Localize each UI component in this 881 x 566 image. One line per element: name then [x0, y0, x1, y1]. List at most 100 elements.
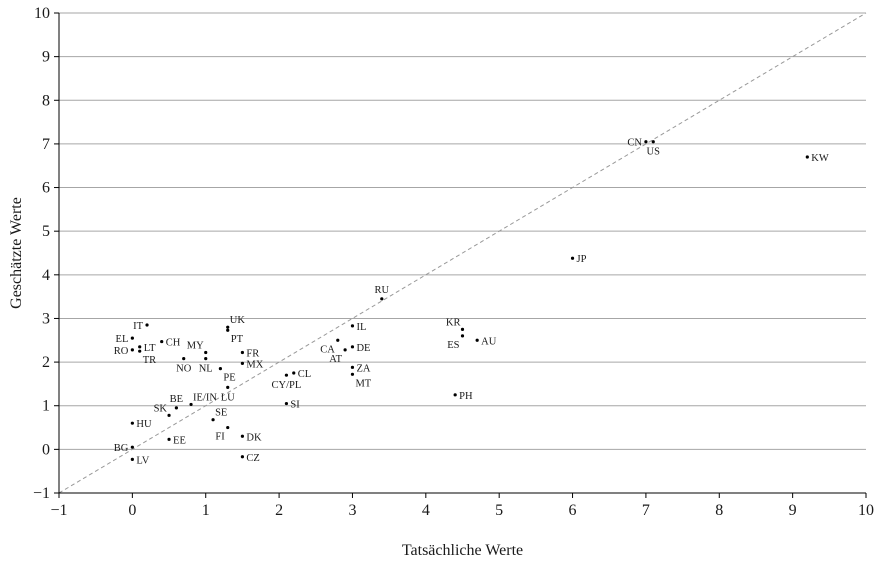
data-point: [167, 413, 171, 417]
data-point: [160, 339, 164, 344]
point-label: SK: [154, 403, 168, 414]
data-point: [475, 338, 479, 342]
point-label: MY: [187, 340, 204, 351]
point-label: AT: [329, 354, 342, 365]
point-label: JP: [577, 254, 587, 265]
point-label: KW: [811, 153, 829, 164]
x-axis-title: Tatsächliche Werte: [402, 542, 523, 559]
data-point: [138, 349, 142, 353]
data-point: [651, 140, 655, 144]
x-tick-label: 4: [422, 502, 430, 519]
y-tick-label: 4: [42, 267, 50, 284]
point-label: MT: [355, 378, 371, 389]
data-point: [211, 418, 215, 422]
data-point: [226, 385, 230, 389]
data-point: [130, 445, 134, 449]
point-label: ZA: [356, 363, 370, 374]
y-tick-label: 0: [42, 441, 50, 458]
data-point: [240, 350, 245, 355]
x-tick-label: 8: [715, 502, 723, 519]
data-point: [130, 421, 134, 425]
data-point: [204, 357, 208, 361]
point-label: SI: [290, 400, 300, 411]
x-tick-label: 5: [495, 502, 503, 519]
point-label: RO: [114, 346, 129, 357]
point-label: IL: [356, 322, 366, 333]
y-tick-label: 6: [42, 180, 50, 197]
x-tick-label: 6: [569, 502, 577, 519]
data-point: [350, 324, 355, 328]
y-tick-label: 5: [42, 223, 50, 240]
data-point: [284, 401, 289, 406]
data-point: [138, 345, 142, 349]
point-label: DK: [246, 432, 262, 443]
data-point: [204, 350, 208, 355]
data-point: [189, 402, 193, 407]
x-tick-label: 10: [858, 502, 874, 519]
data-point: [380, 297, 384, 301]
point-label: PE: [223, 373, 235, 384]
data-point: [174, 406, 178, 410]
data-point: [292, 371, 296, 375]
y-tick-label: 10: [34, 5, 50, 22]
data-point: [460, 334, 465, 338]
point-label: CN: [627, 138, 642, 149]
data-point: [226, 425, 230, 430]
point-label: BG: [114, 443, 129, 454]
data-point: [644, 140, 648, 144]
point-label: TR: [143, 355, 156, 366]
point-label: PH: [459, 391, 473, 402]
point-label: DE: [356, 343, 370, 354]
point-label: EE: [173, 435, 186, 446]
x-tick-label: −1: [50, 502, 67, 519]
data-point: [130, 348, 134, 352]
data-point: [182, 357, 186, 361]
data-point: [240, 434, 245, 438]
x-tick-label: 2: [275, 502, 283, 519]
data-point: [453, 393, 457, 397]
x-tick-label: 3: [348, 502, 356, 519]
x-tick-label: 1: [202, 502, 210, 519]
point-label: FR: [246, 348, 259, 359]
point-label: IE/IN: [193, 392, 217, 403]
point-label: LT: [144, 343, 156, 354]
point-label: NO: [176, 364, 192, 375]
data-point: [460, 327, 465, 331]
point-label: EL: [116, 334, 129, 345]
point-label: ES: [447, 340, 459, 351]
point-label: SE: [215, 408, 227, 419]
reference-diagonal-line: [58, 12, 867, 494]
gridlines: [59, 12, 866, 450]
point-label: KR: [446, 317, 461, 328]
data-point: [350, 365, 355, 369]
data-point: [130, 457, 134, 461]
point-label: FI: [215, 432, 225, 443]
y-tick-label: 9: [42, 49, 50, 66]
axes: −1 0 1 2 3 4 5 6 7 8 9 10 −1 0 1 2 3 4 5 6 7 8 9 10: [33, 5, 874, 519]
data-point: [240, 455, 245, 459]
point-label: RU: [375, 285, 390, 296]
data-point: [240, 361, 245, 365]
x-tick-label: 0: [128, 502, 136, 519]
data-point: [226, 325, 230, 329]
data-point: [336, 338, 340, 342]
data-point: [145, 323, 149, 327]
point-label: PT: [231, 334, 244, 345]
point-label: CA: [320, 344, 335, 355]
point-label: MX: [246, 359, 263, 370]
point-label: NL: [199, 364, 213, 375]
point-label: CY/PL: [272, 380, 302, 391]
point-label: US: [647, 147, 661, 158]
point-label: CZ: [246, 453, 259, 464]
data-point: [226, 328, 230, 332]
point-label: IT: [133, 321, 143, 332]
point-label: UK: [230, 315, 246, 326]
point-label: LV: [136, 455, 149, 466]
y-tick-label: 8: [42, 92, 50, 109]
data-point: [343, 348, 347, 352]
data-point: [350, 372, 355, 376]
data-point: [218, 367, 222, 371]
data-point: [570, 256, 575, 260]
